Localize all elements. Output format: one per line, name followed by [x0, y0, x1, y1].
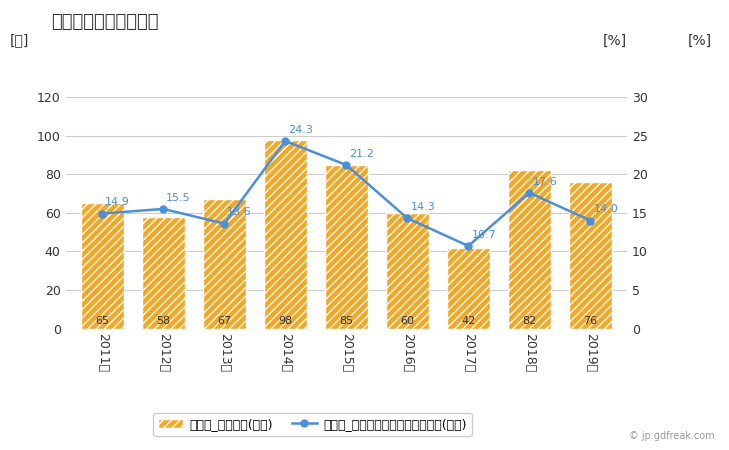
Legend: 産業用_建築物数(左軸), 産業用_全建築物数にしめるシェア(右軸): 産業用_建築物数(左軸), 産業用_全建築物数にしめるシェア(右軸) — [154, 413, 472, 436]
Text: 10.7: 10.7 — [472, 230, 496, 240]
Text: 58: 58 — [156, 315, 171, 326]
Text: 42: 42 — [461, 315, 475, 326]
Bar — [203, 199, 246, 328]
Text: 76: 76 — [583, 315, 597, 326]
Text: 24.3: 24.3 — [288, 125, 313, 135]
Bar — [569, 182, 612, 328]
Bar — [447, 248, 490, 328]
Text: 14.0: 14.0 — [593, 204, 618, 214]
Text: 60: 60 — [400, 315, 414, 326]
Text: 67: 67 — [217, 315, 231, 326]
Text: 65: 65 — [95, 315, 109, 326]
Bar — [386, 213, 429, 328]
Text: 14.9: 14.9 — [105, 198, 130, 207]
Bar — [508, 171, 550, 328]
Bar — [81, 203, 124, 328]
Text: © jp.gdfreak.com: © jp.gdfreak.com — [629, 431, 714, 441]
Text: [%]: [%] — [603, 34, 627, 48]
Bar — [142, 216, 184, 328]
Text: 13.6: 13.6 — [227, 207, 252, 217]
Text: 98: 98 — [278, 315, 292, 326]
Text: 82: 82 — [522, 315, 537, 326]
Text: 15.5: 15.5 — [166, 193, 191, 203]
Text: [棟]: [棟] — [9, 34, 29, 48]
Text: 14.3: 14.3 — [410, 202, 435, 212]
Text: 17.6: 17.6 — [532, 176, 557, 187]
Bar — [264, 140, 307, 328]
Bar — [325, 165, 367, 328]
Text: 21.2: 21.2 — [349, 149, 374, 159]
Text: 85: 85 — [339, 315, 354, 326]
Text: [%]: [%] — [688, 34, 712, 48]
Text: 産業用建築物数の推移: 産業用建築物数の推移 — [51, 14, 158, 32]
